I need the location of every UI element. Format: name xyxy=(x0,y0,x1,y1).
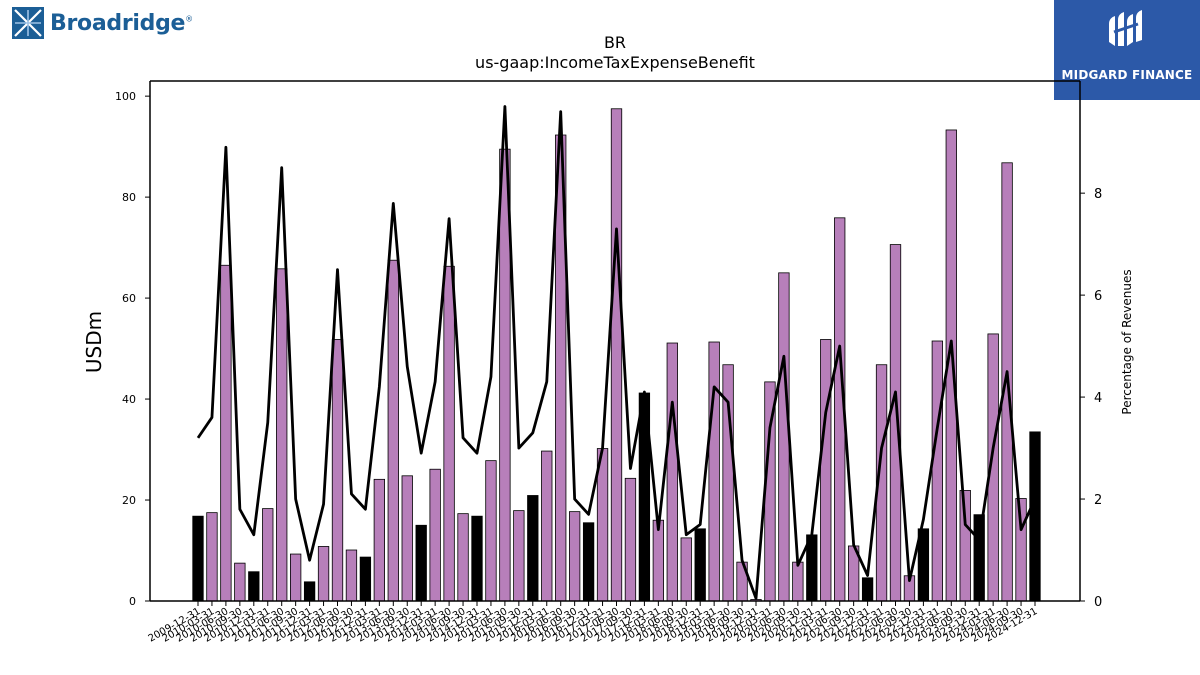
bar-2018-09-30 xyxy=(680,537,692,602)
y-tick-label: 40 xyxy=(122,393,136,406)
bar-2015-12-31 xyxy=(527,495,539,602)
bar-2009-12-31 xyxy=(192,515,204,602)
bar-2012-09-30 xyxy=(345,549,358,602)
bar-2013-06-30 xyxy=(387,259,399,602)
bar-2014-12-31 xyxy=(471,515,483,602)
broadridge-logo: Broadridge® xyxy=(12,6,193,40)
y-tick-label: 20 xyxy=(122,494,136,507)
y2-tick-label: 4 xyxy=(1094,391,1102,406)
bar-2017-09-30 xyxy=(624,477,637,602)
midgard-finance-text: MIDGARD FINANCE xyxy=(1061,68,1193,82)
bar-2018-12-31 xyxy=(694,528,706,602)
bar-2023-03-31 xyxy=(931,340,943,602)
y-axis-label: USDm xyxy=(82,311,106,373)
bar-2011-12-31 xyxy=(303,581,316,602)
bar-2012-12-31 xyxy=(359,556,372,602)
y2-tick-label: 6 xyxy=(1094,289,1102,304)
bar-2016-09-30 xyxy=(569,511,581,602)
bar-2010-12-31 xyxy=(248,571,260,602)
y2-axis-label: Percentage of Revenues xyxy=(1120,269,1134,414)
bar-2017-06-30 xyxy=(610,108,623,602)
ratio-line xyxy=(196,105,1037,600)
bar-2014-03-31 xyxy=(429,468,441,602)
bar-2010-06-30 xyxy=(220,264,232,602)
bar-2016-12-31 xyxy=(582,522,595,602)
y2-tick-label: 0 xyxy=(1094,595,1102,610)
bar-2019-03-31 xyxy=(708,341,720,602)
bars-group xyxy=(192,108,1041,602)
axes-group: 020406080100024682009-12-312010-03-31201… xyxy=(115,80,1102,645)
midgard-finance-logo: MIDGARD FINANCE xyxy=(1054,0,1200,100)
midgard-emblem-icon xyxy=(1109,10,1142,46)
bar-2010-03-31 xyxy=(206,512,218,602)
bar-2024-12-31 xyxy=(1029,431,1041,602)
bar-2015-09-30 xyxy=(513,510,525,602)
y2-tick-label: 2 xyxy=(1094,493,1102,508)
y-tick-label: 80 xyxy=(122,191,136,204)
y-tick-label: 0 xyxy=(129,595,136,608)
bar-2016-03-31 xyxy=(541,450,553,602)
broadridge-emblem-icon xyxy=(12,7,44,39)
bar-2010-09-30 xyxy=(234,562,246,602)
bar-2021-12-31 xyxy=(861,577,874,602)
bar-2023-12-31 xyxy=(973,514,985,602)
bar-2021-03-31 xyxy=(820,339,832,602)
bar-2014-06-30 xyxy=(443,265,455,602)
bar-2018-06-30 xyxy=(666,342,678,602)
bar-2011-09-30 xyxy=(289,553,302,602)
bar-2011-03-31 xyxy=(262,508,274,602)
bar-2013-12-31 xyxy=(415,524,427,602)
bar-2020-06-30 xyxy=(778,272,790,602)
y-tick-label: 100 xyxy=(115,90,136,103)
broadridge-logo-text: Broadridge® xyxy=(50,10,193,36)
bar-2015-03-31 xyxy=(485,460,497,602)
bar-2020-09-30 xyxy=(792,561,804,602)
bar-2013-09-30 xyxy=(401,475,413,602)
chart-subtitle: us-gaap:IncomeTaxExpenseBenefit xyxy=(475,53,755,72)
chart-title: BR xyxy=(604,33,626,52)
bar-2014-09-30 xyxy=(457,513,469,602)
y2-tick-label: 8 xyxy=(1094,187,1102,202)
bar-2012-06-30 xyxy=(331,339,344,602)
line-group xyxy=(196,105,1037,600)
bar-2012-03-31 xyxy=(317,546,330,602)
bar-2018-03-31 xyxy=(652,519,664,602)
bar-2013-03-31 xyxy=(373,478,386,602)
bar-2011-06-30 xyxy=(276,268,288,602)
y-tick-label: 60 xyxy=(122,292,136,305)
